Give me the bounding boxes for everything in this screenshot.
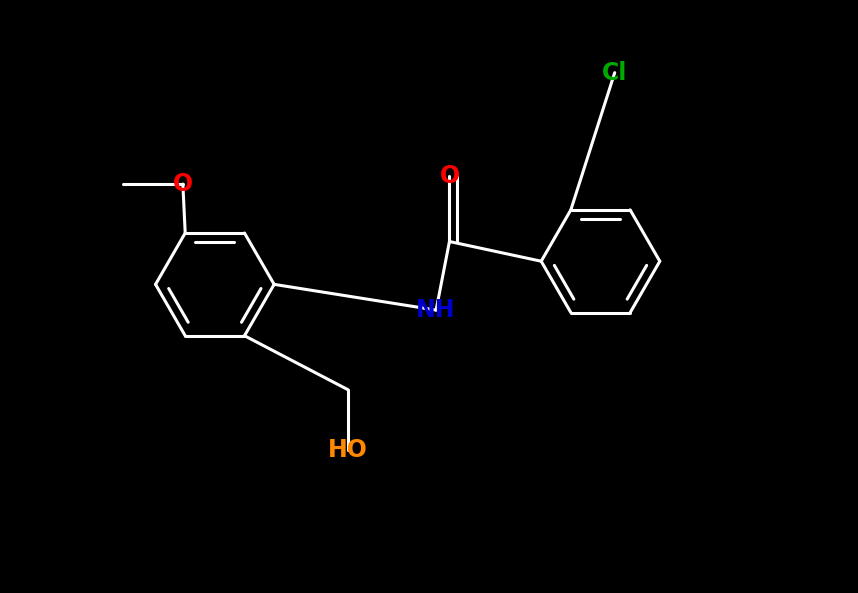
Text: O: O <box>172 172 193 196</box>
Text: Cl: Cl <box>602 60 627 85</box>
Text: O: O <box>439 164 460 187</box>
Text: HO: HO <box>329 438 368 462</box>
Text: NH: NH <box>416 298 456 322</box>
